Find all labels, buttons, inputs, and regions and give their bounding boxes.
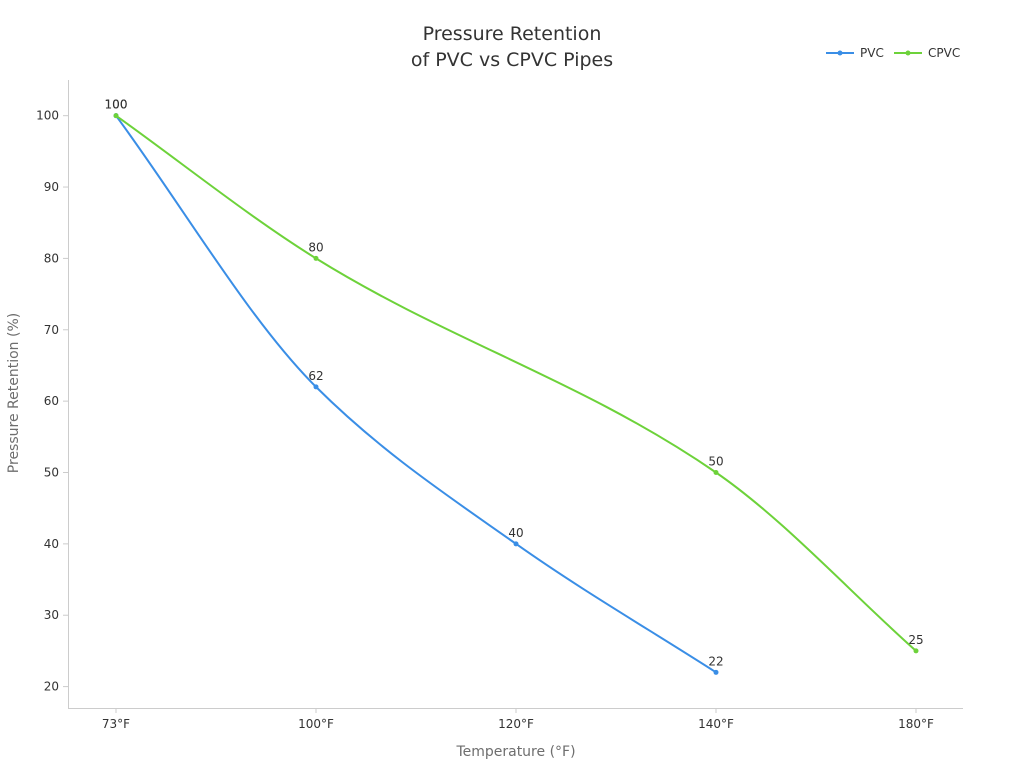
cpvc-series: 100 80 50 25: [105, 98, 924, 654]
legend-marker-pvc: [837, 50, 843, 56]
legend[interactable]: PVC CPVC: [826, 46, 960, 60]
chart-title-line-2: of PVC vs CPVC Pipes: [411, 49, 613, 71]
y-tick-label: 60: [44, 394, 59, 408]
legend-item-cpvc[interactable]: CPVC: [894, 46, 960, 60]
cpvc-point[interactable]: [913, 648, 919, 654]
x-tick-label: 120°F: [498, 717, 534, 731]
cpvc-line: [115, 114, 917, 652]
y-axis-title: Pressure Retention (%): [6, 313, 22, 473]
cpvc-point[interactable]: [713, 470, 719, 475]
pvc-series: 100 62 40 22: [105, 98, 724, 675]
cpvc-point[interactable]: [113, 113, 119, 119]
cpvc-data-label: 80: [308, 240, 323, 254]
cpvc-point[interactable]: [313, 255, 319, 261]
x-tick-label: 180°F: [898, 717, 934, 731]
pvc-data-label: 22: [708, 654, 723, 668]
pvc-data-label: 100: [105, 98, 128, 112]
legend-marker-cpvc: [905, 50, 911, 56]
legend-item-pvc[interactable]: PVC: [826, 46, 884, 60]
x-axis-title: Temperature (°F): [455, 744, 575, 760]
pvc-point[interactable]: [513, 541, 519, 547]
pvc-point[interactable]: [713, 669, 719, 675]
y-axis-ticks: 20 30 40 50 60 70 80 90 100: [36, 109, 68, 694]
pvc-point[interactable]: [313, 384, 319, 390]
y-tick-label: 20: [44, 680, 59, 694]
legend-label-pvc: PVC: [860, 46, 884, 60]
pvc-line: [115, 115, 717, 674]
y-tick-label: 40: [44, 537, 59, 551]
x-axis-ticks: 73°F 100°F 120°F 140°F 180°F: [102, 708, 934, 731]
pvc-data-label: 62: [308, 369, 323, 383]
y-tick-label: 90: [44, 180, 59, 194]
cpvc-data-label: 50: [708, 455, 723, 469]
cpvc-data-label: 25: [908, 633, 923, 647]
y-tick-label: 50: [44, 466, 59, 480]
y-tick-label: 70: [44, 323, 59, 337]
y-tick-label: 80: [44, 251, 59, 265]
x-tick-label: 140°F: [698, 717, 734, 731]
x-tick-label: 73°F: [102, 717, 130, 731]
y-tick-label: 30: [44, 608, 59, 622]
chart-title-line-1: Pressure Retention: [423, 23, 602, 45]
cpvc-data-label: 100: [105, 98, 128, 112]
legend-label-cpvc: CPVC: [928, 46, 960, 60]
pvc-data-label: 40: [508, 526, 523, 540]
x-tick-label: 100°F: [298, 717, 334, 731]
y-tick-label: 100: [36, 109, 59, 123]
